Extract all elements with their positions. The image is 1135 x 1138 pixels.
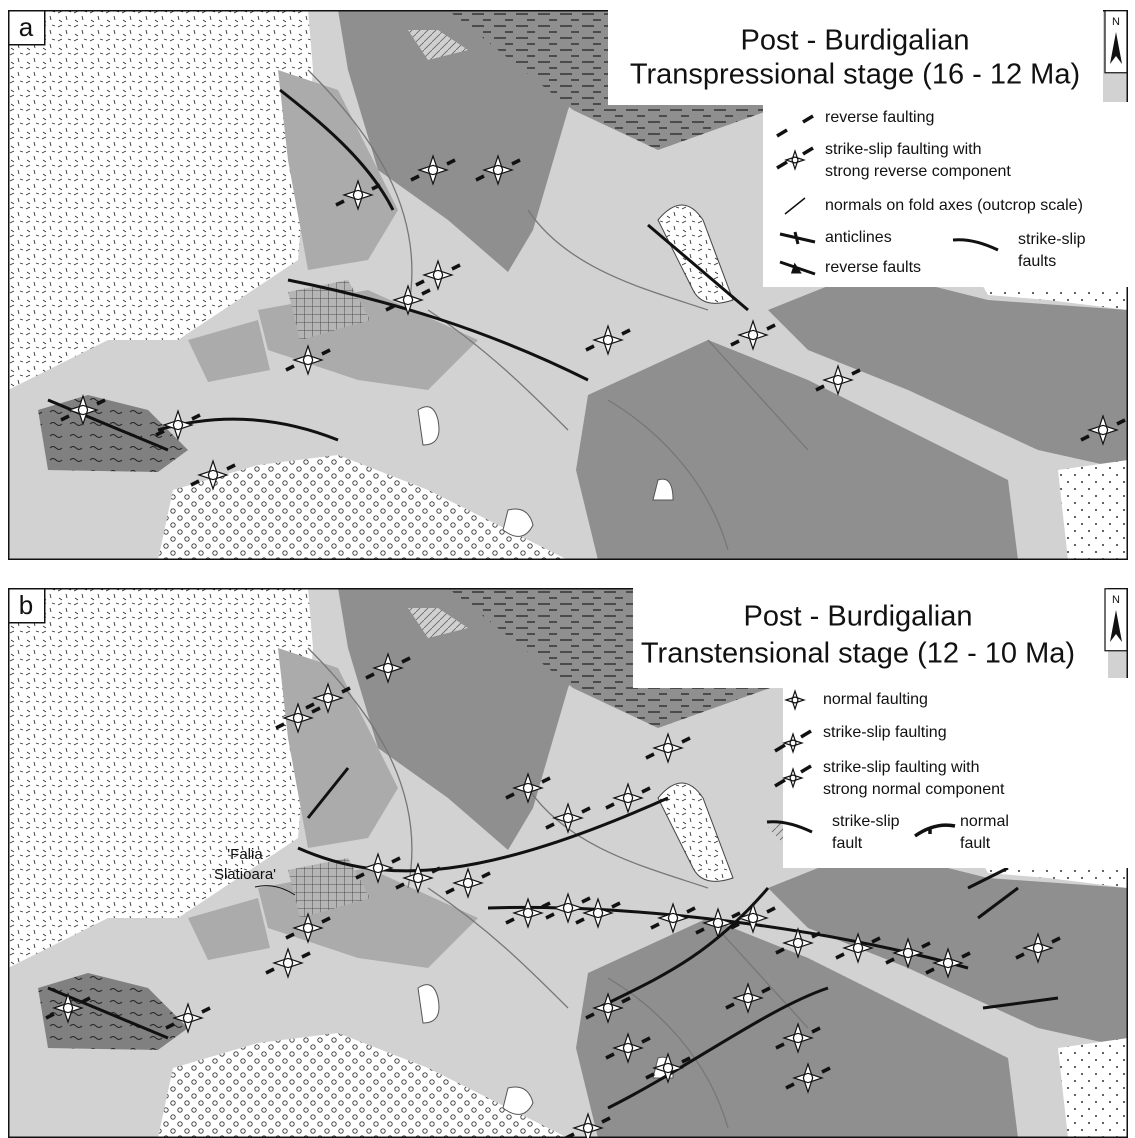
legend-label: fault <box>960 835 991 852</box>
annotation: 'Falia <box>227 846 263 863</box>
legend-label: reverse faults <box>825 259 921 276</box>
legend-box <box>763 102 1128 287</box>
panel-label: a <box>19 12 34 42</box>
legend-label: strike-slip faulting with <box>825 141 982 158</box>
page: Post - BurdigalianTranspressional stage … <box>0 0 1135 1133</box>
map-panel: Post - BurdigalianTranspressional stage … <box>8 10 1128 560</box>
legend-label: strike-slip <box>1018 231 1086 248</box>
legend-label: strike-slip <box>832 813 900 830</box>
panel-subtitle: Transtensional stage (12 - 10 Ma) <box>641 638 1075 670</box>
legend-label: faults <box>1018 253 1056 270</box>
legend-label: normal <box>960 813 1009 830</box>
north-label: N <box>1112 16 1120 28</box>
panel-title: Post - Burdigalian <box>741 25 970 57</box>
panel-title: Post - Burdigalian <box>744 601 973 633</box>
legend-label: strike-slip faulting with <box>823 759 980 776</box>
map-panel: Post - Burdigalian Transtensional stage (… <box>8 588 1128 1138</box>
legend-label: reverse faulting <box>825 109 934 126</box>
north-label: N <box>1112 594 1120 606</box>
panel-subtitle: Transpressional stage (16 - 12 Ma) <box>630 59 1080 91</box>
legend-label: normals on fold axes (outcrop scale) <box>825 197 1083 214</box>
legend-label: strong reverse component <box>825 163 1011 180</box>
legend-label: strong normal component <box>823 781 1005 798</box>
annotation: Slatioara' <box>214 866 276 883</box>
legend-label: anticlines <box>825 229 892 246</box>
legend-label: normal faulting <box>823 691 928 708</box>
legend-label: fault <box>832 835 863 852</box>
panel-label: b <box>19 590 33 620</box>
legend-label: strike-slip faulting <box>823 724 947 741</box>
